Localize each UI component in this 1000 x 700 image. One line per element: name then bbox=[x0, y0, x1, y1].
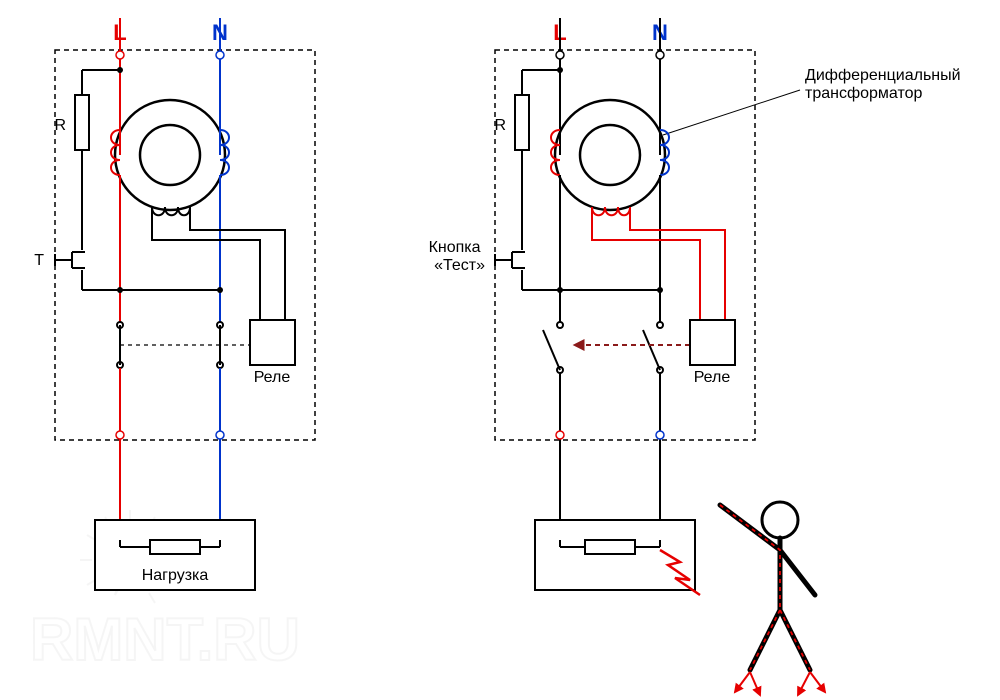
left-diagram: L N bbox=[34, 18, 315, 590]
svg-text:R: R bbox=[494, 117, 506, 134]
right-diagram: L N Дифференциальный трансформатор bbox=[429, 18, 965, 695]
terminal-L-top bbox=[116, 51, 124, 59]
watermark-text: RMNT.RU bbox=[30, 606, 300, 673]
label-relay: Реле bbox=[254, 369, 291, 386]
terminal-N-bot bbox=[216, 431, 224, 439]
load-resistor bbox=[150, 540, 200, 554]
contact-L-open bbox=[543, 322, 563, 373]
label-load: Нагрузка bbox=[142, 567, 209, 584]
label-testbtn: Кнопка «Тест» bbox=[429, 239, 486, 274]
resistor bbox=[75, 95, 89, 150]
relay-box bbox=[250, 320, 295, 365]
contact-N-open bbox=[643, 322, 663, 373]
label-R: R bbox=[54, 117, 66, 134]
label-difftrans: Дифференциальный трансформатор bbox=[805, 67, 965, 102]
person bbox=[720, 502, 815, 670]
rcd-diagram: RMNT.RU L N bbox=[0, 0, 1000, 700]
label-T: T bbox=[34, 252, 44, 269]
ground-arrows bbox=[735, 672, 825, 695]
terminal-N-top bbox=[216, 51, 224, 59]
terminal-L-bot bbox=[116, 431, 124, 439]
test-button bbox=[55, 245, 85, 290]
toroid-core bbox=[115, 100, 225, 210]
svg-text:Реле: Реле bbox=[694, 369, 731, 386]
